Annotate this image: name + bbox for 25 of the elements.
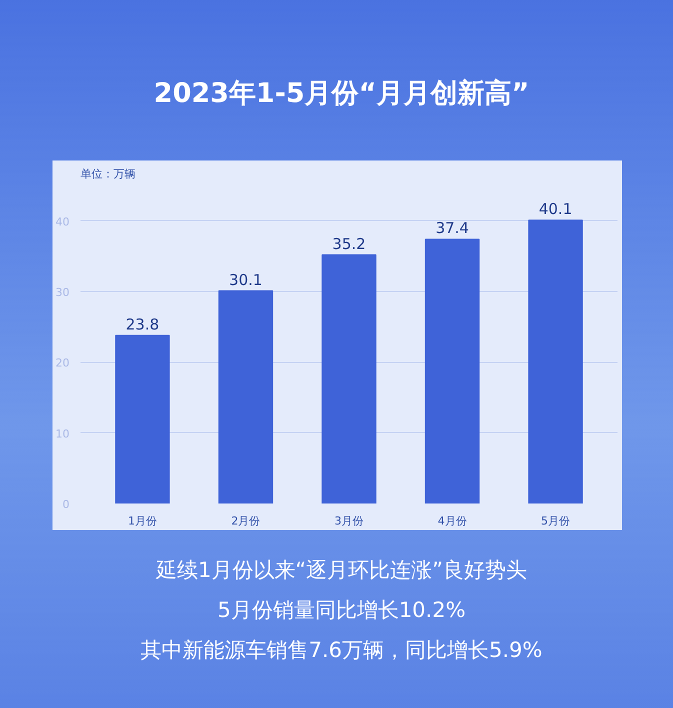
- text: 其中新能源车销售7.6万辆，同比增长5.9%: [140, 637, 544, 664]
- y-tick-label: 0: [62, 498, 70, 511]
- y-tick-label: 40: [56, 215, 70, 228]
- x-tick-label: 3月份: [334, 514, 364, 528]
- data-label: 23.8: [126, 315, 160, 334]
- bar: [528, 220, 583, 504]
- x-tick-label: 4月份: [438, 514, 467, 528]
- data-label: 35.2: [332, 234, 366, 253]
- y-axis-title: 单位：万辆: [80, 168, 136, 180]
- data-label: 40.1: [538, 200, 572, 218]
- x-tick-label: 5月份: [541, 514, 570, 528]
- text: 5月份销量同比增长10.2%: [216, 597, 467, 624]
- y-tick-label: 30: [56, 286, 70, 299]
- y-tick-label: 20: [56, 356, 70, 370]
- bar: [424, 238, 480, 504]
- data-label: 30.1: [229, 270, 262, 289]
- y-tick-label: 10: [56, 427, 70, 440]
- text: 延续1月份以来“逐月环比连涨”良好势头: [154, 557, 528, 584]
- data-label: 37.4: [436, 219, 469, 238]
- bar: [322, 254, 376, 504]
- bar: [115, 334, 170, 504]
- chart-title: 2023年1-5月份“月月创新高”: [152, 77, 530, 111]
- x-tick-label: 1月份: [128, 514, 157, 528]
- bar: [218, 290, 274, 504]
- x-tick-label: 2月份: [231, 514, 260, 528]
